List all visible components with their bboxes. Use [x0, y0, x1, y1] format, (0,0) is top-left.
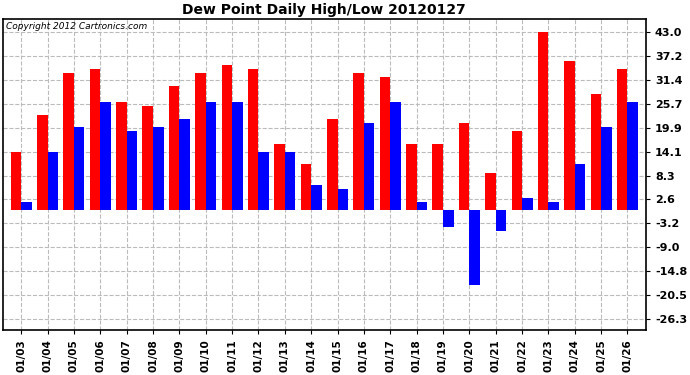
Bar: [259, 152, 269, 210]
Bar: [485, 173, 495, 210]
Bar: [601, 127, 611, 210]
Bar: [617, 69, 627, 210]
Bar: [337, 189, 348, 210]
Bar: [90, 69, 100, 210]
Bar: [248, 69, 259, 210]
Bar: [459, 123, 469, 210]
Bar: [549, 202, 559, 210]
Bar: [511, 131, 522, 210]
Bar: [127, 131, 137, 210]
Bar: [232, 102, 243, 210]
Bar: [564, 61, 575, 210]
Bar: [206, 102, 216, 210]
Bar: [48, 152, 58, 210]
Bar: [195, 73, 206, 210]
Bar: [285, 152, 295, 210]
Bar: [63, 73, 74, 210]
Bar: [538, 32, 549, 210]
Bar: [10, 152, 21, 210]
Bar: [364, 123, 375, 210]
Text: Copyright 2012 Cartronics.com: Copyright 2012 Cartronics.com: [6, 22, 147, 32]
Bar: [221, 65, 232, 210]
Bar: [311, 185, 322, 210]
Title: Dew Point Daily High/Low 20120127: Dew Point Daily High/Low 20120127: [182, 3, 466, 17]
Bar: [380, 77, 391, 210]
Bar: [627, 102, 638, 210]
Bar: [100, 102, 111, 210]
Bar: [417, 202, 427, 210]
Bar: [406, 144, 417, 210]
Bar: [169, 86, 179, 210]
Bar: [37, 115, 48, 210]
Bar: [433, 144, 443, 210]
Bar: [301, 165, 311, 210]
Bar: [353, 73, 364, 210]
Bar: [391, 102, 401, 210]
Bar: [495, 210, 506, 231]
Bar: [575, 165, 585, 210]
Bar: [327, 119, 337, 210]
Bar: [275, 144, 285, 210]
Bar: [142, 106, 153, 210]
Bar: [443, 210, 453, 226]
Bar: [21, 202, 32, 210]
Bar: [522, 198, 533, 210]
Bar: [591, 94, 601, 210]
Bar: [179, 119, 190, 210]
Bar: [74, 127, 84, 210]
Bar: [116, 102, 127, 210]
Bar: [469, 210, 480, 285]
Bar: [153, 127, 164, 210]
